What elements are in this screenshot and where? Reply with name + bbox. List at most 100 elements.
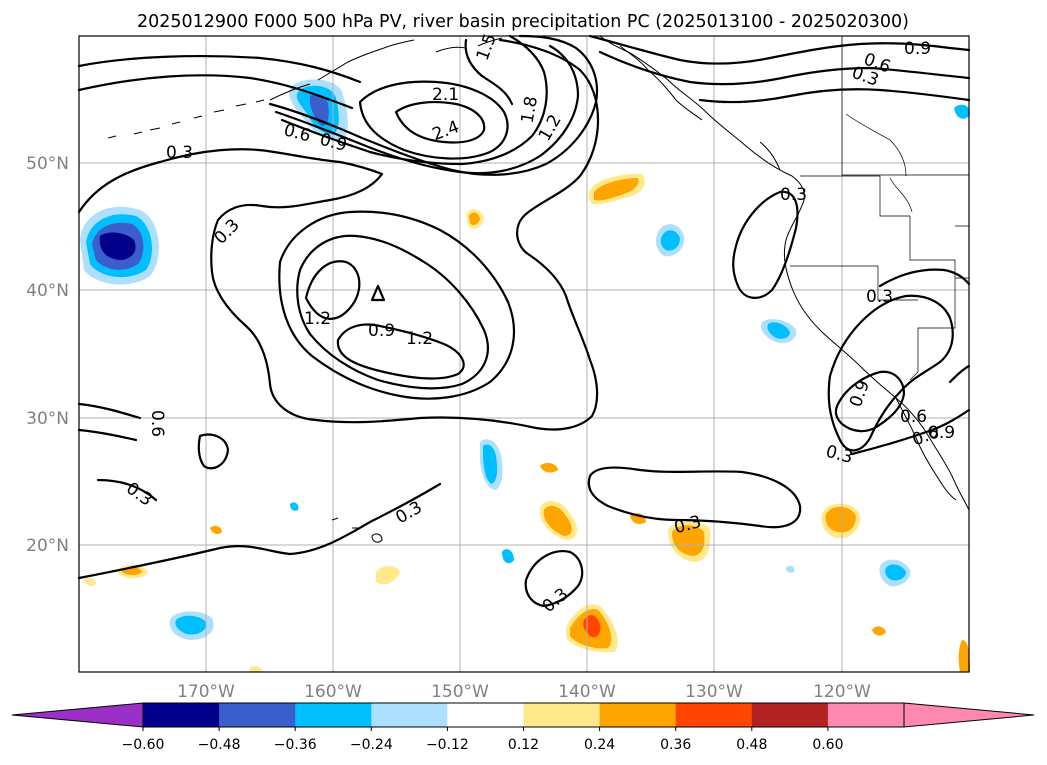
colorbar-tick-label: 0.60 [812, 737, 843, 753]
pv-contour-03-s2 [524, 550, 584, 608]
lat-axis: 50°N 40°N 30°N 20°N [26, 154, 69, 556]
pos-anomaly-small6 [250, 665, 262, 672]
pv-contour-03-coast-n [878, 268, 971, 288]
coastline-bc-islands [619, 45, 703, 121]
neg-anomaly-sw-mid [175, 615, 207, 635]
colorbar-bin [675, 703, 753, 727]
pos-anomaly-n2-mid [469, 212, 480, 226]
pv-contour-06-coast [827, 294, 954, 452]
pos-anomaly-north-mid [594, 178, 639, 201]
pv-contour-03-coast-s [850, 408, 971, 456]
colorbar-over-extension [903, 702, 1035, 728]
colorbar-tick-label: −0.48 [198, 737, 241, 753]
colorbar-tick-label: 0.24 [584, 737, 615, 753]
colorbar-tick-label: −0.12 [426, 737, 469, 753]
pv-contour-03-ne [588, 34, 971, 65]
contour-label: 0.9 [904, 39, 931, 59]
colorbar-bin [143, 703, 220, 727]
lat-label-40n: 40°N [26, 281, 69, 301]
lat-label-30n: 30°N [26, 409, 69, 429]
pos-anomaly-south-dark [583, 615, 601, 638]
contour-label: 1.8 [518, 95, 542, 125]
colorbar-bin [523, 703, 601, 727]
colorbar-bin [219, 703, 296, 727]
colorbar-under-extension [11, 702, 144, 728]
border-province [845, 113, 907, 177]
pv-contour-06-cutoff [296, 234, 489, 390]
neg-anomaly-gulf-dark [310, 94, 329, 126]
pv-contour-12-cutoff [304, 260, 361, 320]
map-frame [78, 35, 970, 673]
pv-contour-06-ne [598, 50, 971, 86]
coastline-hawaii [331, 517, 383, 543]
coastline-vancouver [759, 141, 781, 171]
pv-contour-09-coast [834, 370, 906, 433]
pv-contour-03-main [77, 38, 600, 431]
pos-anomaly-small1 [540, 463, 558, 473]
contour-label: 2.1 [432, 85, 459, 105]
lon-label-120w: 120°W [813, 682, 871, 702]
contour-label: 0.6 [147, 410, 167, 437]
neg-anomaly-small3 [786, 565, 795, 573]
pos-anomaly-e-mid [672, 525, 705, 556]
pv-contour-03-w [77, 402, 142, 420]
pos-anomaly-edge [958, 640, 970, 672]
lon-label-160w: 160°W [304, 682, 362, 702]
coastline-alaska-peninsula [269, 39, 415, 101]
lon-label-170w: 170°W [177, 682, 235, 702]
colorbar-bin [447, 703, 524, 727]
colorbar-bin [599, 703, 677, 727]
pv-contour-09-ne [698, 88, 971, 104]
colorbar-bin [295, 703, 372, 727]
colorbar-tick-label: 0.36 [660, 737, 691, 753]
colorbar-tick-label: −0.36 [274, 737, 317, 753]
pos-anomaly-small5 [84, 577, 96, 587]
colorbar-bin [751, 703, 829, 727]
neg-anomaly-small2 [290, 502, 299, 511]
neg-anomaly-small1 [502, 549, 514, 564]
contour-label: 0.6 [900, 407, 927, 427]
pv-contour-03-south [77, 482, 442, 580]
pv-contour-09-gulf [274, 44, 580, 175]
pv-contour-03-top [77, 54, 362, 84]
pos-anomaly-mid-mid [543, 505, 572, 536]
lat-label-50n: 50°N [26, 154, 69, 174]
map-panel: 1.5 0.6 0.9 0.3 2.1 2.4 1.8 1.2 0.6 0.9 … [77, 31, 971, 673]
coastline-baja [895, 397, 957, 501]
map-title: 2025012900 F000 500 hPa PV, river basin … [137, 12, 909, 32]
border-states [800, 175, 956, 381]
colorbar-tick-label: −0.60 [122, 737, 165, 753]
pos-anomaly-far-e-mid [825, 506, 856, 533]
border-canada [841, 36, 969, 176]
lon-label-140w: 140°W [558, 682, 616, 702]
pv-contour-03-coast [732, 190, 799, 299]
pos-anomaly-w2 [376, 566, 400, 585]
pv-contours [77, 34, 971, 608]
contour-label: 0.3 [166, 143, 193, 163]
neg-anomaly-cal-mid [767, 322, 790, 339]
pv-contour-06-w [77, 428, 138, 442]
pv-contour-06-coast-s [948, 364, 971, 384]
contour-label: 1.2 [406, 329, 433, 349]
contour-label: 0.9 [928, 423, 955, 443]
colorbar-bin [371, 703, 448, 727]
pv-contour-12-cutoff-b [336, 323, 465, 380]
pv-contour-06-top [77, 74, 354, 110]
colorbar-tick-label: 0.12 [508, 737, 539, 753]
coastline-north-america [599, 35, 970, 511]
border-state-4 [889, 177, 913, 213]
contour-label: 0.3 [866, 287, 893, 307]
coastline-aleutians [107, 99, 265, 139]
coastlines [107, 35, 970, 543]
neg-anomaly-edge [954, 104, 970, 119]
precip-shading [80, 79, 970, 672]
pv-contour-03-sw [96, 478, 158, 502]
pv-contour-15 [464, 38, 514, 106]
pv-contour-18 [358, 80, 509, 160]
colorbar: −0.60 −0.48 −0.36 −0.24 −0.12 0.12 0.24 0.36 0.4… [11, 702, 1035, 753]
colorbar-bin [827, 703, 905, 727]
pv-contour-06-gulf [268, 34, 599, 176]
pv-contour-12-gulf [280, 34, 548, 166]
contour-label: 0.3 [780, 185, 807, 205]
pv-contour-03-small [197, 433, 230, 470]
